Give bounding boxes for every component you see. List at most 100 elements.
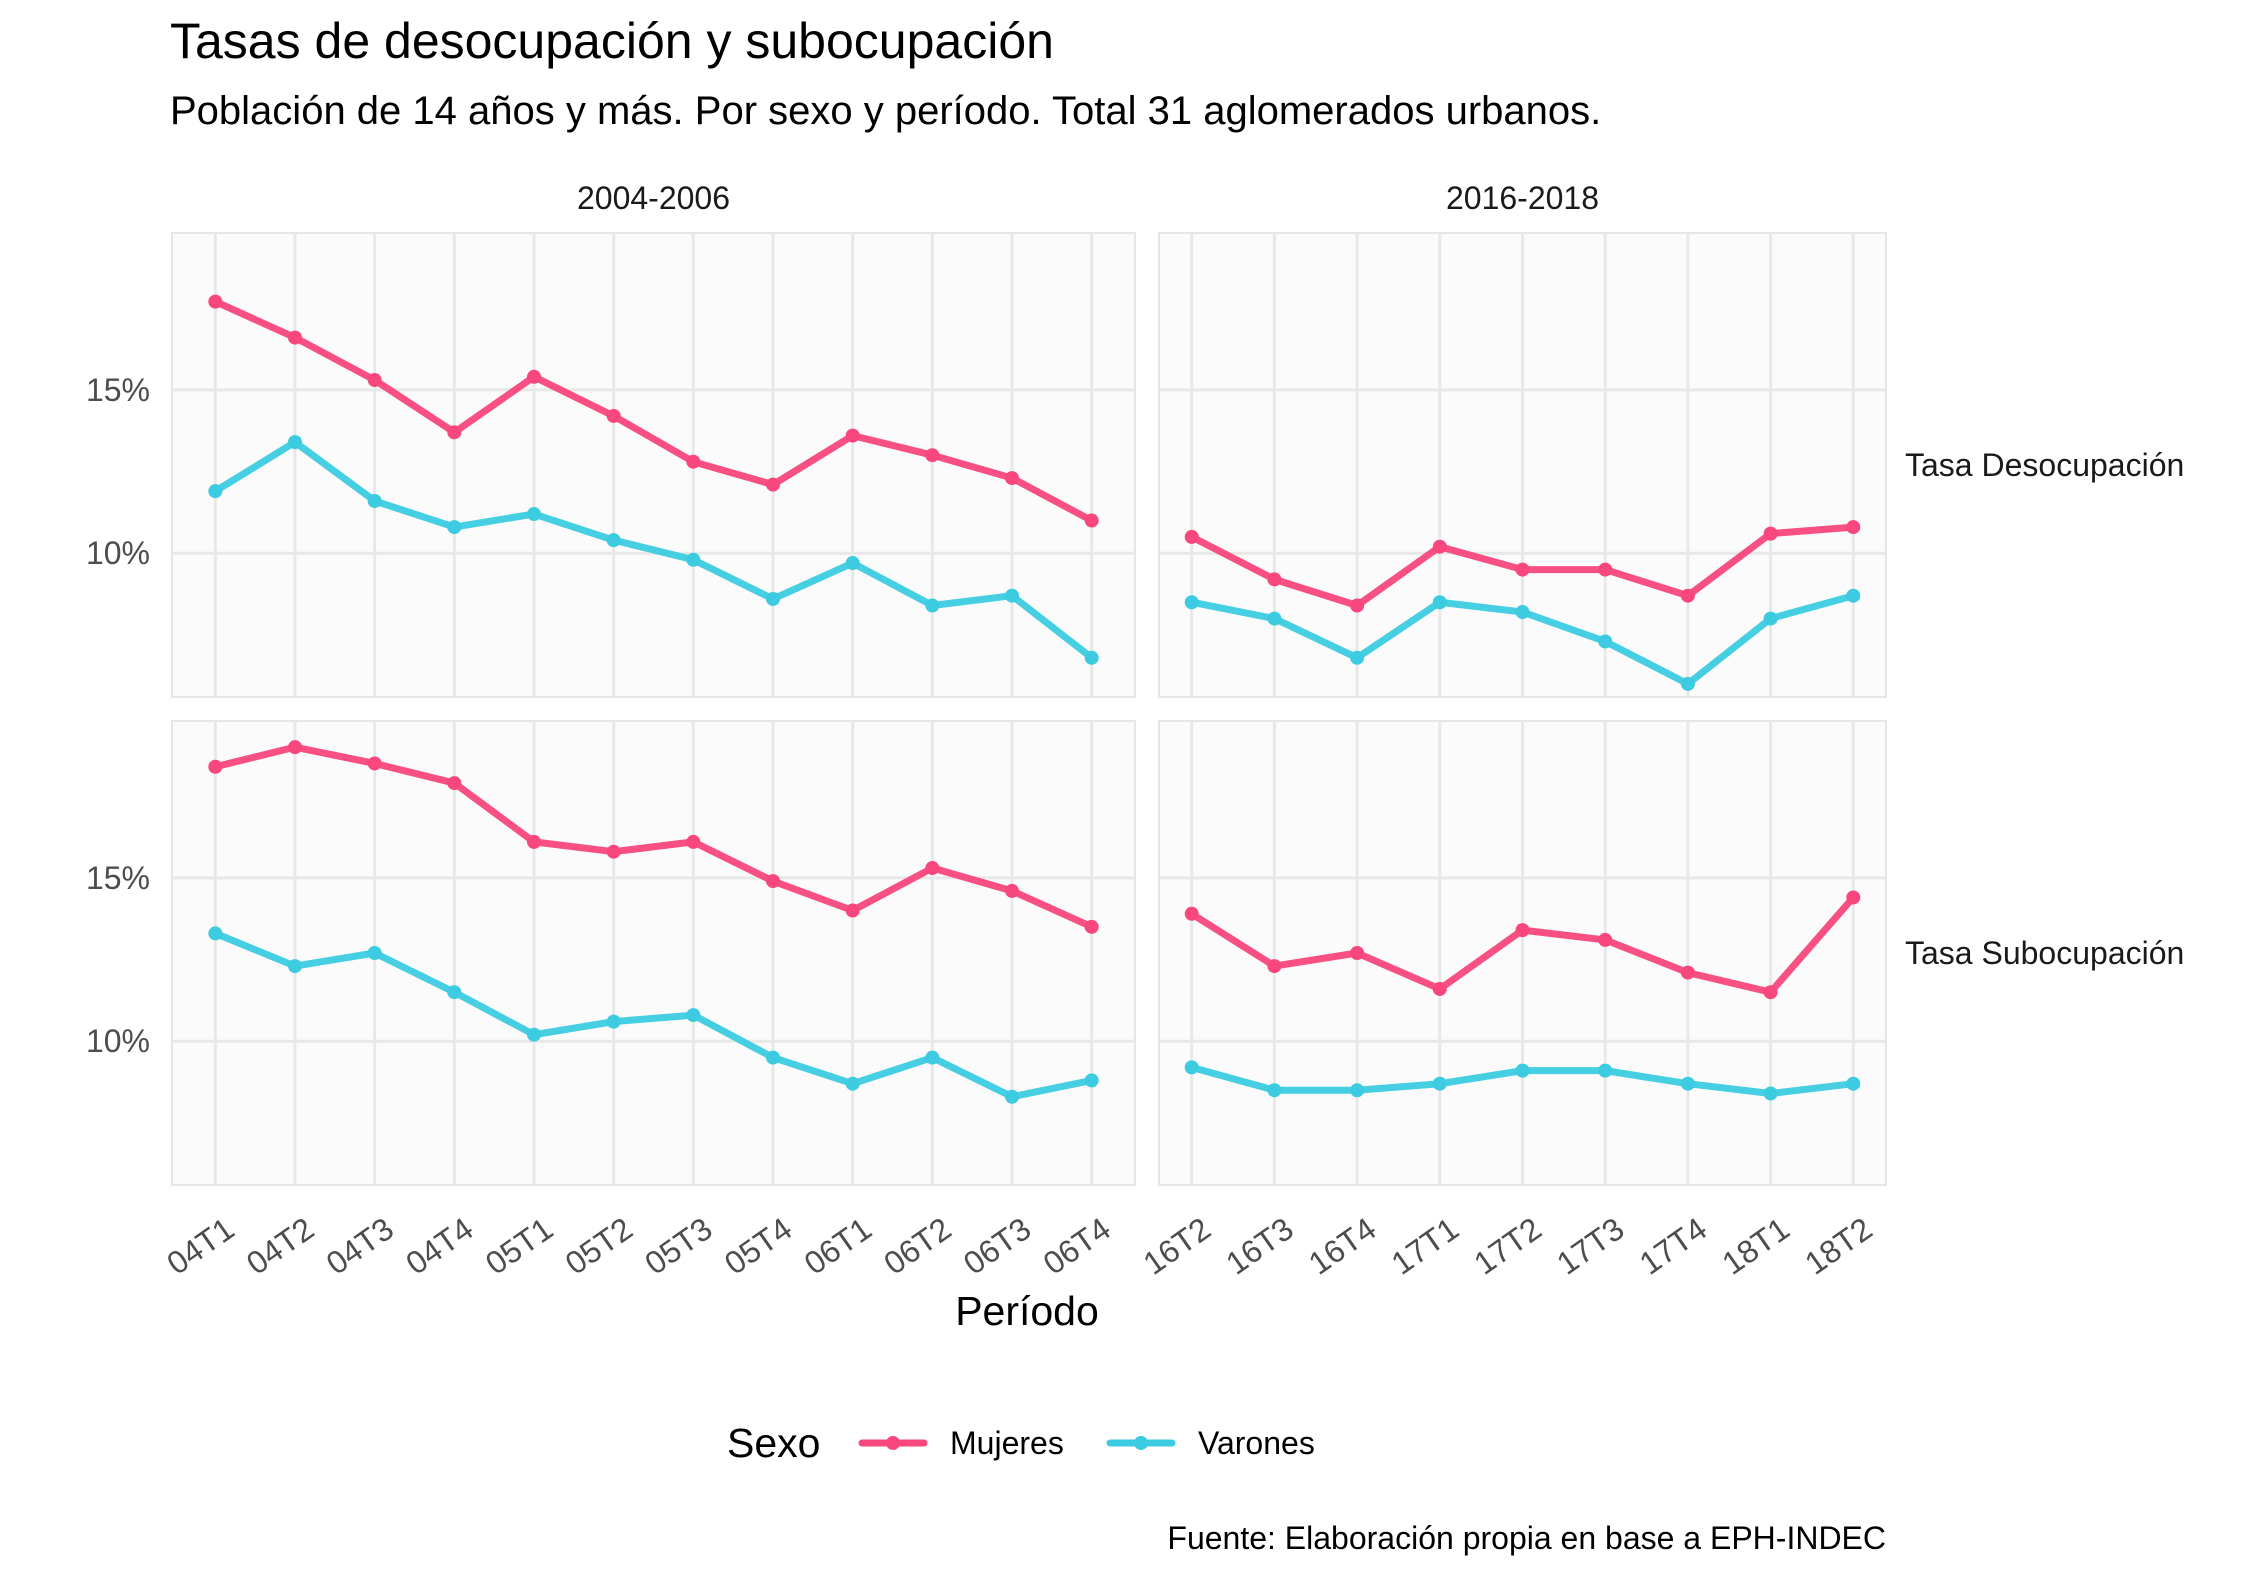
data-point-varones xyxy=(925,598,940,613)
data-point-mujeres xyxy=(1432,539,1447,554)
x-tick-label: 05T4 xyxy=(718,1210,798,1281)
data-point-mujeres xyxy=(367,373,382,388)
x-tick-label: 04T2 xyxy=(240,1210,320,1281)
data-point-varones xyxy=(527,507,542,522)
data-point-varones xyxy=(367,493,382,508)
panel-0-1 xyxy=(1158,232,1887,698)
data-point-mujeres xyxy=(1763,985,1778,1000)
data-point-mujeres xyxy=(288,330,303,345)
data-point-varones xyxy=(1184,1060,1199,1075)
data-point-varones xyxy=(447,985,462,1000)
data-point-mujeres xyxy=(606,408,621,423)
chart-title: Tasas de desocupación y subocupación xyxy=(170,13,1054,69)
data-point-varones xyxy=(845,556,860,571)
data-point-varones xyxy=(686,1008,701,1023)
x-tick-label: 17T1 xyxy=(1385,1210,1465,1281)
data-point-varones xyxy=(1267,611,1282,626)
x-tick-label: 18T2 xyxy=(1798,1210,1878,1281)
data-point-mujeres xyxy=(1598,562,1613,577)
x-tick-label: 05T1 xyxy=(479,1210,559,1281)
data-point-mujeres xyxy=(447,425,462,440)
data-point-varones xyxy=(447,520,462,535)
panel-series-0-1 xyxy=(1184,520,1861,691)
series-line-varones xyxy=(211,438,1096,662)
data-point-mujeres xyxy=(208,759,223,774)
data-point-varones xyxy=(1084,650,1099,665)
data-point-mujeres xyxy=(606,844,621,859)
data-point-mujeres xyxy=(765,477,780,492)
x-tick-label: 06T1 xyxy=(798,1210,878,1281)
facet-panels: 2004-2006 2016-2018 Tasa Desocupación Tasa … xyxy=(86,180,2184,1282)
panel-1-0 xyxy=(171,720,1136,1186)
x-tick-label: 17T2 xyxy=(1467,1210,1547,1281)
x-tick-label: 06T3 xyxy=(957,1210,1037,1281)
data-point-mujeres xyxy=(1350,598,1365,613)
data-point-varones xyxy=(1763,611,1778,626)
data-point-mujeres xyxy=(1004,883,1019,898)
x-tick-label: 05T2 xyxy=(559,1210,639,1281)
data-point-varones xyxy=(1515,605,1530,620)
data-point-mujeres xyxy=(1267,572,1282,587)
data-point-varones xyxy=(367,946,382,960)
data-point-mujeres xyxy=(1184,529,1199,544)
legend-label-varones: Varones xyxy=(1198,1425,1315,1461)
data-point-varones xyxy=(606,533,621,548)
data-point-mujeres xyxy=(925,861,940,876)
data-point-mujeres xyxy=(1763,526,1778,541)
panel-0-0 xyxy=(171,232,1136,698)
y-tick-label: 15% xyxy=(86,860,150,896)
chart-subtitle: Población de 14 años y más. Por sexo y p… xyxy=(170,89,1601,133)
data-point-mujeres xyxy=(845,428,860,443)
data-point-mujeres xyxy=(1515,923,1530,938)
legend-label-mujeres: Mujeres xyxy=(950,1425,1064,1461)
data-point-mujeres xyxy=(1515,562,1530,577)
data-point-mujeres xyxy=(845,903,860,918)
data-point-varones xyxy=(208,484,223,499)
x-tick-label: 05T3 xyxy=(638,1210,718,1281)
data-point-varones xyxy=(1680,676,1695,691)
data-point-mujeres xyxy=(1267,959,1282,974)
legend-key-point-mujeres xyxy=(886,1436,900,1450)
data-point-varones xyxy=(1004,588,1019,603)
x-tick-label: 18T1 xyxy=(1716,1210,1796,1281)
data-point-varones xyxy=(765,591,780,606)
data-point-varones xyxy=(1598,1063,1613,1078)
data-point-mujeres xyxy=(1184,906,1199,921)
data-point-varones xyxy=(765,1050,780,1065)
data-point-varones xyxy=(845,1076,860,1091)
y-tick-label: 10% xyxy=(86,535,150,571)
facet-strip-column: 2016-2018 xyxy=(1446,180,1599,216)
caption: Fuente: Elaboración propia en base a EPH… xyxy=(1167,1520,1886,1556)
data-point-varones xyxy=(208,926,223,941)
data-point-mujeres xyxy=(1350,946,1365,960)
panel-series-1-1 xyxy=(1184,890,1861,1101)
data-point-varones xyxy=(1084,1073,1099,1088)
x-tick-label: 04T4 xyxy=(399,1210,479,1281)
data-point-varones xyxy=(1598,634,1613,649)
x-tick-label: 04T1 xyxy=(160,1210,240,1281)
x-axis-title: Período xyxy=(955,1288,1099,1334)
data-point-mujeres xyxy=(367,756,382,771)
panel-series-1-0 xyxy=(208,740,1099,1104)
data-point-mujeres xyxy=(1846,520,1861,535)
data-point-varones xyxy=(686,552,701,567)
x-tick-label: 06T2 xyxy=(877,1210,957,1281)
data-point-mujeres xyxy=(1432,981,1447,996)
data-point-mujeres xyxy=(1598,932,1613,947)
data-point-varones xyxy=(288,435,303,450)
data-point-varones xyxy=(1267,1083,1282,1098)
panel-background xyxy=(171,232,1136,698)
data-point-varones xyxy=(606,1014,621,1029)
data-point-mujeres xyxy=(447,776,462,791)
facet-strip-row: Tasa Desocupación xyxy=(1905,447,2184,483)
data-point-mujeres xyxy=(1004,471,1019,486)
data-point-varones xyxy=(1846,1076,1861,1091)
data-point-mujeres xyxy=(208,294,223,309)
y-tick-label: 10% xyxy=(86,1023,150,1059)
data-point-mujeres xyxy=(686,454,701,469)
data-point-mujeres xyxy=(527,834,542,849)
data-point-mujeres xyxy=(765,874,780,889)
series-line-varones xyxy=(211,929,1096,1101)
